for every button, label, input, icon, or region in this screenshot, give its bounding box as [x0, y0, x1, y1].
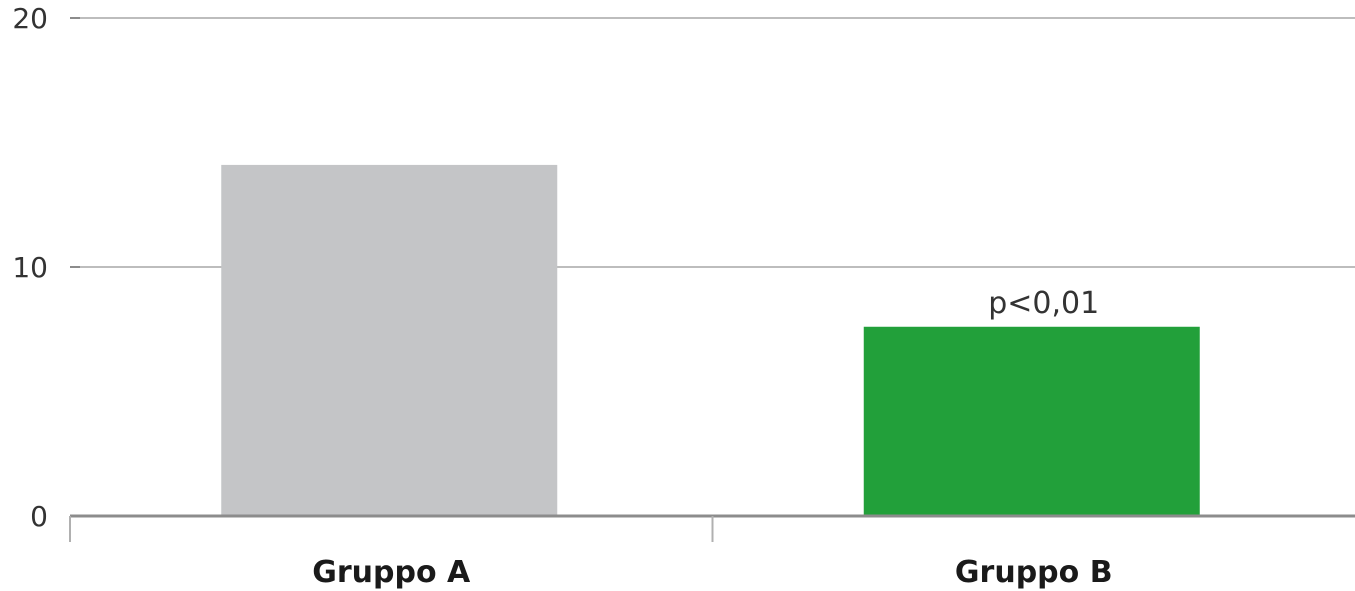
bars — [221, 164, 1200, 516]
significance-annotation: p<0,01 — [988, 286, 1099, 321]
x-category-label: Gruppo A — [312, 555, 471, 590]
x-category-label: Gruppo B — [955, 555, 1113, 590]
annotations: p<0,01 — [988, 286, 1099, 321]
x-axis-dividers — [69, 516, 714, 542]
bar-gruppo-a — [221, 164, 558, 516]
y-tick-label: 10 — [12, 251, 48, 284]
y-tick-label: 0 — [30, 500, 48, 533]
y-axis-ticks: 0 10 20 — [12, 2, 80, 533]
y-tick-label: 20 — [12, 2, 48, 35]
x-axis-labels: Gruppo A Gruppo B — [312, 555, 1112, 590]
bar-gruppo-b — [863, 326, 1200, 516]
